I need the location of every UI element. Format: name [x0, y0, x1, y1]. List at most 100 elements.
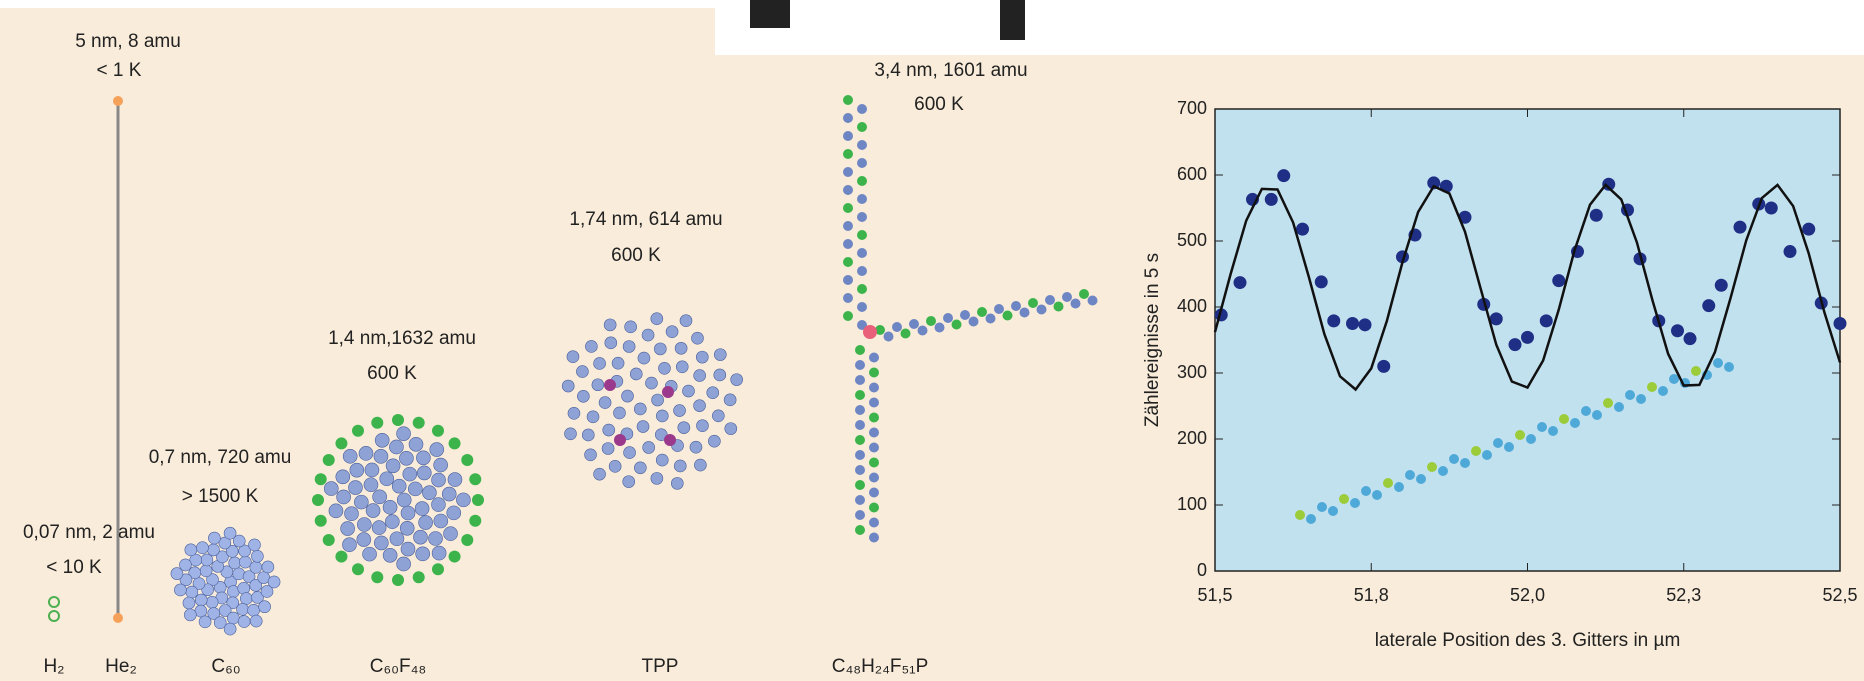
- atom: [1295, 510, 1305, 520]
- atom: [444, 527, 458, 541]
- data-point: [1377, 360, 1390, 373]
- atom: [207, 544, 219, 556]
- atom: [240, 593, 252, 605]
- atom: [674, 405, 686, 417]
- atom: [375, 433, 389, 447]
- atom: [1328, 506, 1338, 516]
- atom: [869, 428, 879, 438]
- atom: [1691, 366, 1701, 376]
- atom: [374, 449, 388, 463]
- data-point: [1802, 223, 1815, 236]
- atom: [694, 370, 706, 382]
- atom: [397, 557, 411, 571]
- atom: [869, 443, 879, 453]
- atom: [630, 368, 642, 380]
- atom: [413, 417, 425, 429]
- atom: [417, 466, 431, 480]
- atom: [1559, 414, 1569, 424]
- atom: [239, 556, 251, 568]
- atom: [461, 454, 473, 466]
- atom: [251, 550, 263, 562]
- x-tick-label: 51,8: [1354, 585, 1389, 605]
- atom: [315, 473, 327, 485]
- atom: [690, 441, 702, 453]
- data-point: [1490, 312, 1503, 325]
- atom: [1515, 430, 1525, 440]
- atom: [1045, 295, 1055, 305]
- molecule-info: 600 K: [611, 245, 661, 266]
- y-tick-label: 400: [1177, 296, 1207, 316]
- atom: [1713, 358, 1723, 368]
- atom: [691, 332, 703, 344]
- atom: [613, 407, 625, 419]
- atom: [1581, 406, 1591, 416]
- atom: [1394, 482, 1404, 492]
- molecule-formula: C₆₀F₄₈: [370, 656, 427, 677]
- atom: [323, 454, 335, 466]
- atom: [863, 325, 877, 339]
- atom: [195, 605, 207, 617]
- atom: [843, 221, 853, 231]
- atom: [373, 490, 387, 504]
- data-point: [1671, 324, 1684, 337]
- atom: [448, 473, 462, 487]
- atom: [585, 340, 597, 352]
- atom: [843, 185, 853, 195]
- molecule-formula: H₂: [43, 656, 64, 677]
- atom: [1471, 446, 1481, 456]
- atom: [350, 463, 364, 477]
- atom: [926, 316, 936, 326]
- atom: [315, 515, 327, 527]
- data-point: [1834, 317, 1847, 330]
- atom: [869, 473, 879, 483]
- atom: [237, 603, 249, 615]
- molecule-info: > 1500 K: [182, 486, 259, 507]
- atom: [562, 380, 574, 392]
- molecule-formula: C₄₈H₂₄F₅₁P: [832, 656, 929, 677]
- atom: [397, 427, 411, 441]
- molecule-info: 1,74 nm, 614 amu: [569, 209, 722, 230]
- molecule-formula: TPP: [642, 656, 679, 677]
- atom: [1028, 298, 1038, 308]
- atom: [994, 304, 1004, 314]
- atom: [1504, 442, 1514, 452]
- atom: [385, 515, 399, 529]
- atom: [374, 536, 388, 550]
- atom: [855, 345, 865, 355]
- atom: [843, 95, 853, 105]
- atom: [429, 532, 443, 546]
- atom: [869, 458, 879, 468]
- atom: [843, 203, 853, 213]
- data-point: [1590, 209, 1603, 222]
- atom: [602, 442, 614, 454]
- atom: [434, 514, 448, 528]
- atom: [676, 361, 688, 373]
- atom: [1427, 462, 1437, 472]
- atom: [651, 472, 663, 484]
- atom: [371, 417, 383, 429]
- atom: [442, 487, 456, 501]
- atom: [380, 472, 394, 486]
- atom: [1438, 466, 1448, 476]
- molecule-info: < 1 K: [97, 60, 142, 81]
- atom: [843, 239, 853, 249]
- atom: [857, 122, 867, 132]
- atom: [680, 315, 692, 327]
- atom: [577, 390, 589, 402]
- atom: [366, 504, 380, 518]
- molecule-info: 600 K: [367, 363, 417, 384]
- atom: [1482, 450, 1492, 460]
- atom: [1526, 434, 1536, 444]
- atom: [855, 360, 865, 370]
- atom: [855, 420, 865, 430]
- atom: [183, 597, 195, 609]
- atom: [612, 357, 624, 369]
- atom: [643, 441, 655, 453]
- atom: [409, 437, 423, 451]
- atom: [623, 476, 635, 488]
- atom: [250, 561, 262, 573]
- atom: [656, 410, 668, 422]
- data-point: [1540, 314, 1553, 327]
- atom: [843, 293, 853, 303]
- atom: [371, 571, 383, 583]
